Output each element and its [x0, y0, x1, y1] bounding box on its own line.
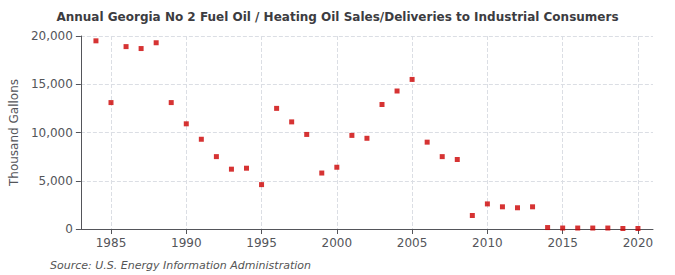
svg-text:Annual Georgia No 2 Fuel Oil /: Annual Georgia No 2 Fuel Oil / Heating O…	[56, 10, 618, 24]
svg-text:5,000: 5,000	[39, 174, 73, 188]
svg-text:1995: 1995	[246, 236, 277, 250]
svg-text:2015: 2015	[547, 236, 578, 250]
svg-text:Source: U.S. Energy Informatio: Source: U.S. Energy Information Administ…	[50, 259, 311, 272]
svg-text:0: 0	[65, 222, 73, 236]
svg-text:2005: 2005	[397, 236, 428, 250]
svg-text:Thousand Gallons: Thousand Gallons	[7, 79, 21, 187]
svg-text:2010: 2010	[472, 236, 503, 250]
svg-text:20,000: 20,000	[31, 29, 73, 43]
svg-text:2000: 2000	[322, 236, 353, 250]
svg-text:2020: 2020	[623, 236, 654, 250]
svg-text:15,000: 15,000	[31, 77, 73, 91]
svg-text:1985: 1985	[96, 236, 127, 250]
svg-text:10,000: 10,000	[31, 126, 73, 140]
svg-text:1990: 1990	[171, 236, 202, 250]
